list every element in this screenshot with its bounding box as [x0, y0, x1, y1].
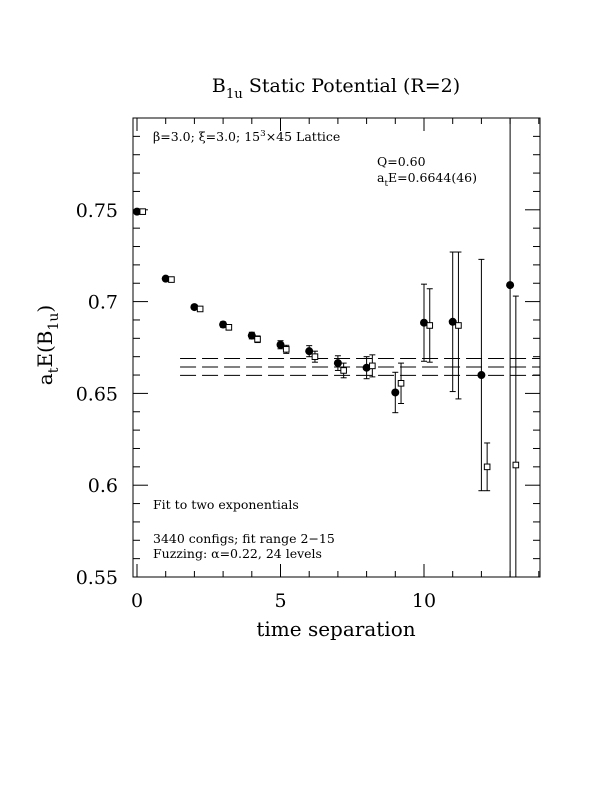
data-point-square — [483, 463, 491, 471]
fuzzing-annotation: Fuzzing: α=0.22, 24 levels — [153, 546, 322, 561]
data-points — [133, 118, 520, 577]
x-axis-title: time separation — [256, 617, 415, 641]
plot-frame — [132, 117, 541, 578]
fit-band — [180, 358, 540, 376]
q-annotation: Q=0.60 — [377, 154, 426, 169]
y-axis-title: atE(B1u) — [33, 305, 62, 385]
data-point-square — [369, 362, 376, 370]
fit-energy-annotation: atE=0.6644(46) — [377, 170, 477, 189]
data-point-square — [139, 208, 147, 215]
data-point-circle — [276, 340, 285, 349]
data-point-circle — [161, 274, 170, 283]
data-point-square — [168, 276, 175, 283]
x-tick-label: 5 — [274, 590, 286, 612]
data-point-circle — [333, 359, 342, 368]
data-point-square — [282, 346, 290, 353]
data-point-square — [340, 367, 347, 374]
tick-labels: 0 5 10 0.55 0.6 0.65 0.7 0.75 — [76, 200, 436, 612]
data-point-square — [196, 305, 204, 313]
x-tick-label: 0 — [131, 590, 143, 612]
data-point-square — [397, 380, 405, 387]
data-point-square — [512, 461, 520, 469]
chart-title: B1u Static Potential (R=2) — [212, 75, 460, 102]
minor-ticks — [133, 117, 540, 577]
data-point-circle — [362, 363, 371, 372]
fit-type-annotation: Fit to two exponentials — [153, 497, 299, 512]
y-tick-label: 0.65 — [76, 383, 118, 405]
data-point-square — [426, 322, 434, 329]
data-point-circle — [305, 347, 314, 356]
data-point-circle — [477, 371, 486, 380]
data-point-square — [311, 353, 319, 360]
data-point-circle — [391, 388, 400, 397]
data-point-circle — [219, 320, 228, 329]
configs-annotation: 3440 configs; fit range 2−15 — [153, 531, 335, 546]
y-tick-label: 0.7 — [88, 292, 118, 314]
data-point-circle — [448, 317, 457, 326]
data-point-circle — [190, 303, 199, 312]
y-tick-label: 0.75 — [76, 200, 118, 222]
y-tick-label: 0.55 — [76, 567, 118, 589]
data-point-circle — [506, 281, 515, 290]
data-point-square — [225, 324, 233, 331]
lattice-annotation: β=3.0; ξ=3.0; 153×45 Lattice — [153, 129, 340, 144]
data-point-circle — [133, 207, 141, 216]
data-point-circle — [247, 331, 256, 340]
data-point-square — [455, 322, 462, 329]
x-tick-label: 10 — [412, 590, 436, 612]
data-point-square — [254, 335, 261, 343]
y-tick-label: 0.6 — [88, 475, 118, 497]
data-point-circle — [420, 318, 428, 327]
